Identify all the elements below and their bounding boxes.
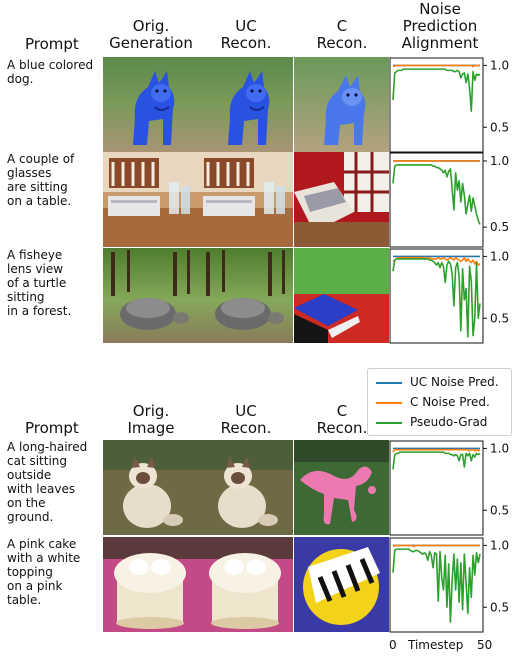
prompt-text-row2: A couple of glasses are sitting on a tab… [7,152,105,208]
prompt-text-row5: A pink cake with a white topping on a pi… [7,537,105,607]
image-cake-orig [103,537,198,632]
image-turtle-c [294,248,389,343]
orig-image-header: Orig. Image [103,403,199,437]
image-cat-c [294,440,389,535]
alignment-plot-5: 1.0 0.5 [389,537,527,633]
image-dog-c [294,57,389,152]
y-tick-label: 1.0 [490,249,509,263]
y-tick-label: 1.0 [490,154,509,168]
legend-swatch-uc [376,382,402,384]
image-cake-uc [198,537,293,632]
y-tick-label: 1.0 [490,538,509,552]
image-turtle-uc [198,248,293,343]
prompt-text-row1: A blue colored dog. [7,58,105,86]
orig-generation-header: Orig. Generation [103,18,199,52]
legend-label-c: C Noise Pred. [410,395,490,409]
y-tick-label: 0.5 [490,220,509,234]
alignment-plot-2: 1.0 0.5 [389,152,527,248]
x-axis-label: Timestep [408,638,463,652]
prompt-header-bottom: Prompt [25,420,79,437]
legend-label-uc: UC Noise Pred. [410,375,499,389]
y-tick-label: 0.5 [490,120,509,134]
x-tick-min: 0 [389,638,397,652]
noise-alignment-header: Noise Prediction Alignment [385,1,495,52]
image-glasses-orig [103,152,198,247]
image-glasses-c [294,152,389,247]
y-tick-label: 0.5 [490,311,509,325]
image-cake-c [294,537,389,632]
image-dog-uc [198,57,293,152]
c-recon-header-bottom: C Recon. [294,403,390,437]
prompt-header-top: Prompt [25,36,79,53]
alignment-plot-3: 1.0 0.5 [389,248,527,344]
legend-label-pg: Pseudo-Grad [410,415,487,429]
c-recon-header-top: C Recon. [294,18,390,52]
image-cat-uc [198,440,293,535]
y-tick-label: 0.5 [490,503,509,517]
uc-recon-header-bottom: UC Recon. [198,403,294,437]
plot-frame [390,58,483,152]
alignment-plot-1: 1.0 0.5 [389,57,527,153]
uc-recon-header-top: UC Recon. [198,18,294,52]
prompt-text-row4: A long-haired cat sitting outside with l… [7,440,105,524]
image-glasses-uc [198,152,293,247]
image-cat-orig [103,440,198,535]
image-turtle-orig [103,248,198,343]
y-tick-label: 0.5 [490,600,509,614]
y-tick-label: 1.0 [490,441,509,455]
alignment-plot-4: 1.0 0.5 [389,440,527,536]
image-dog-orig [103,57,198,152]
x-tick-max: 50 [477,638,492,652]
prompt-text-row3: A fisheye lens view of a turtle sitting … [7,248,105,318]
y-tick-label: 1.0 [490,58,509,72]
